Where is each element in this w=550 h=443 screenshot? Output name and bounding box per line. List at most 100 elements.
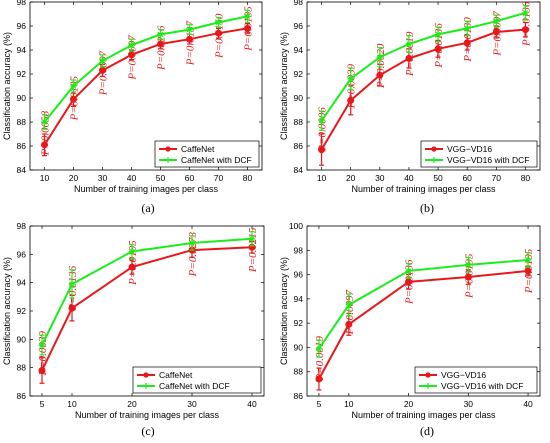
legend-marker [143,372,149,378]
data-point [215,29,222,37]
p-value-annotation: P=0.0195 [127,240,139,286]
p-value-annotation: P=0.0020 [375,43,387,89]
x-tick-label: 20 [69,173,79,183]
legend-box [132,366,262,394]
data-point [345,301,353,309]
data-point [215,19,222,26]
x-axis-label: Number of training images per class [75,410,220,420]
p-value-annotation: P=0.0019 [404,31,416,77]
data-point [68,280,76,288]
legend-label: CaffeNet [181,144,215,154]
data-point [128,263,136,271]
y-tick-label: 98 [17,221,27,231]
panel-caption: (a) [141,201,154,215]
y-axis-label: Classification accuracy (%) [279,32,289,140]
data-point [186,35,193,43]
data-point [376,54,384,61]
series-line [43,27,248,146]
y-axis-label: Classification accuracy (%) [2,257,12,365]
series-baseline [318,21,529,166]
data-point [524,256,532,264]
data-point [434,45,442,53]
x-tick-label: 40 [404,173,414,183]
y-tick-label: 90 [294,342,304,352]
legend-marker [431,157,437,163]
legend-marker [425,383,431,389]
y-tick-label: 98 [294,245,304,255]
y-tick-label: 96 [294,270,304,280]
x-tick-label: 30 [187,399,197,409]
legend-box [414,366,538,394]
x-tick-label: 40 [127,173,137,183]
series-baseline [41,23,251,157]
series-with-dcf [315,252,532,358]
data-point [99,57,106,64]
data-point [68,304,76,312]
x-tick-label: 70 [214,173,224,183]
panel-caption: (b) [420,201,434,215]
data-point [463,39,471,47]
x-tick-label: 30 [98,173,108,183]
y-tick-label: 100 [289,221,303,231]
y-tick-label: 92 [294,318,304,328]
data-point [157,31,164,38]
x-tick-label: 80 [521,173,531,183]
data-point [405,54,413,62]
data-point [38,341,46,349]
series-line [43,15,248,123]
y-tick-label: 96 [17,21,27,31]
chart-panel-a: 84 86 88 90 92 94 96 98 10 20 30 40 50 60 70 80 Number o… [2,0,263,215]
legend-label: CaffeNet with DCF [181,155,252,165]
data-point [128,51,135,59]
x-tick-label: 30 [375,173,385,183]
x-tick-label: 10 [317,173,327,183]
y-tick-label: 90 [294,93,304,103]
series-baseline [38,240,256,384]
legend-box [154,140,260,168]
x-tick-label: 20 [404,399,414,409]
x-tick-label: 50 [156,173,166,183]
data-point [465,261,472,269]
x-tick-label: 5 [317,399,322,409]
y-tick-label: 86 [17,141,27,151]
p-value-annotation: P=0.0136 [520,1,532,47]
plot-frame [306,225,541,397]
data-point [318,117,325,124]
data-point [244,24,251,32]
p-value-annotation: P=0.0136 [67,265,79,311]
series-line [320,11,526,122]
p-value-annotation: P=0.0273 [187,231,199,277]
data-point [248,235,256,242]
data-point [524,267,532,275]
data-point [347,96,355,104]
p-value-annotation: P=0.0216 [156,25,168,71]
legend-label: VGG−VD16 [441,370,486,380]
y-tick-label: 92 [17,306,27,316]
y-tick-label: 84 [294,165,304,175]
p-value-annotation: P=0.0058 [40,110,52,156]
data-point [315,345,323,352]
x-tick-label: 40 [247,399,257,409]
x-tick-label: 5 [40,399,45,409]
p-value-annotation: P=0.0137 [185,20,197,66]
data-point [493,18,500,25]
data-point [463,25,471,32]
y-tick-label: 86 [17,391,27,401]
x-tick-label: 60 [185,173,195,183]
data-point [405,278,413,286]
y-tick-label: 90 [17,93,27,103]
data-point [244,13,251,20]
y-tick-label: 84 [17,165,27,175]
y-tick-label: 96 [17,249,27,259]
chart-panel-b: 84 86 88 90 92 94 96 98 10 20 30 40 50 60 70 80 Number o… [279,0,541,215]
series-line [320,28,526,151]
data-point [41,141,48,149]
y-tick-label: 90 [17,334,27,344]
legend-label: VGG−VD16 [447,144,492,154]
p-value-annotation: P=0.0039 [37,331,49,377]
data-point [186,26,193,33]
series-with-dcf [318,4,529,131]
data-point [347,75,354,82]
